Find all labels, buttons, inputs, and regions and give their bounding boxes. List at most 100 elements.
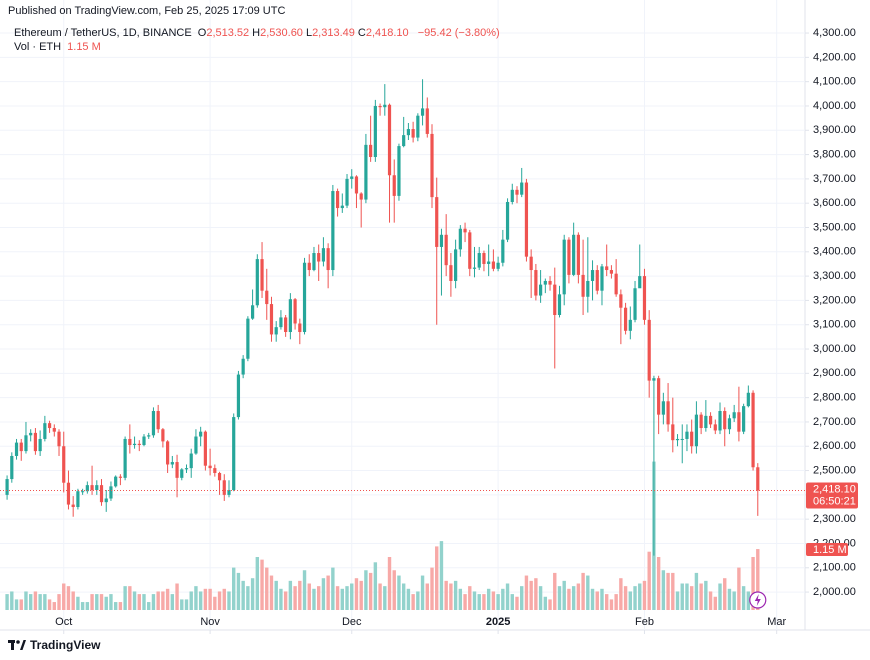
volume-bar xyxy=(189,591,193,610)
y-tick-label: 2,700.00 xyxy=(813,416,856,428)
candle-body xyxy=(236,374,241,418)
candle-body xyxy=(184,468,189,470)
y-tick-label: 3,300.00 xyxy=(813,270,856,282)
volume-bar xyxy=(666,572,670,610)
candle-body xyxy=(274,327,278,335)
candle-body xyxy=(142,436,146,446)
candle-body xyxy=(661,401,665,415)
volume-bar xyxy=(411,594,415,610)
candle-body xyxy=(666,401,670,425)
last-price-label: 2,418.10 xyxy=(813,483,856,495)
candle-body xyxy=(454,249,458,281)
candle-body xyxy=(302,262,307,333)
candle-body xyxy=(47,423,52,429)
volume-bar xyxy=(52,602,56,610)
volume-bar xyxy=(147,602,151,610)
candle-body xyxy=(548,280,552,285)
volume-legend: Vol · ETH 1.15 M xyxy=(14,41,104,53)
volume-bar xyxy=(609,599,614,610)
volume-bar xyxy=(62,583,66,610)
candle-body xyxy=(510,189,514,202)
candle-body xyxy=(529,256,533,271)
candle-body xyxy=(586,280,590,297)
y-tick-label: 4,100.00 xyxy=(813,76,856,88)
candle-body xyxy=(255,259,259,306)
candle-body xyxy=(166,441,170,465)
volume-bar xyxy=(331,567,335,610)
volume-bar xyxy=(605,594,609,610)
volume-bar xyxy=(482,594,486,610)
candle-body xyxy=(690,431,694,447)
candle-body xyxy=(449,265,453,281)
volume-bar xyxy=(137,594,141,610)
volume-bar xyxy=(633,586,637,610)
volume-bar xyxy=(586,575,590,610)
volume-bar xyxy=(623,586,628,610)
volume-bar xyxy=(335,586,340,610)
candle-body xyxy=(227,490,231,495)
volume-bar xyxy=(392,570,396,610)
candle-body xyxy=(373,105,377,158)
candle-body xyxy=(397,146,401,196)
volume-bar xyxy=(255,557,260,610)
volume-bar xyxy=(118,602,123,610)
volume-bar xyxy=(491,591,496,610)
volume-bar xyxy=(350,583,354,610)
candle-body xyxy=(90,485,94,490)
logo xyxy=(8,640,26,650)
volume-bar xyxy=(449,583,453,610)
candle-body xyxy=(477,253,481,268)
y-tick-label: 2,300.00 xyxy=(813,513,856,525)
candle-body xyxy=(737,412,741,432)
candle-body xyxy=(435,197,439,247)
volume-bar xyxy=(283,591,288,610)
volume-bar xyxy=(571,586,576,610)
candle-body xyxy=(406,129,411,136)
volume-bar xyxy=(24,591,28,610)
y-tick-label: 3,900.00 xyxy=(813,124,856,136)
volume-bar xyxy=(47,599,52,610)
candle-body xyxy=(43,423,47,439)
volume-bar xyxy=(288,580,293,610)
volume-bar xyxy=(524,575,529,610)
legend-value: 2,530.60 xyxy=(260,27,303,39)
volume-bar xyxy=(420,575,425,610)
volume-bar xyxy=(600,588,604,610)
countdown: 06:50:21 xyxy=(813,495,856,507)
grid xyxy=(0,0,805,630)
volume-bar xyxy=(132,591,137,610)
candle-body xyxy=(293,299,297,324)
volume-bar xyxy=(557,586,562,610)
candle-body xyxy=(326,248,330,271)
volume-bar xyxy=(170,594,175,610)
x-tick-label: Feb xyxy=(635,616,654,628)
volume-bar xyxy=(468,586,472,610)
candle-body xyxy=(99,485,104,503)
candle-body xyxy=(95,485,99,490)
volume-bar xyxy=(628,591,633,610)
volume-bar xyxy=(718,583,722,610)
volume-bar xyxy=(704,580,708,610)
volume-bar xyxy=(444,580,448,610)
candle-body xyxy=(312,253,316,271)
volume-bar xyxy=(378,583,382,610)
candle-body xyxy=(350,176,354,179)
legend-key: H xyxy=(252,27,261,39)
candle-body xyxy=(439,234,444,247)
candle-body xyxy=(496,262,500,269)
candle-body xyxy=(501,239,505,263)
candle-body xyxy=(742,406,746,432)
candle-body xyxy=(463,228,467,233)
candle-body xyxy=(751,392,755,468)
volume-bar xyxy=(430,567,434,610)
candle-body xyxy=(628,319,632,331)
candle-body xyxy=(24,435,28,452)
volume-bar xyxy=(175,583,179,610)
volume-bar xyxy=(373,562,378,610)
candle-body xyxy=(222,480,226,495)
volume-bar xyxy=(642,580,647,610)
candle-body xyxy=(208,465,212,469)
candle-body xyxy=(581,274,585,297)
